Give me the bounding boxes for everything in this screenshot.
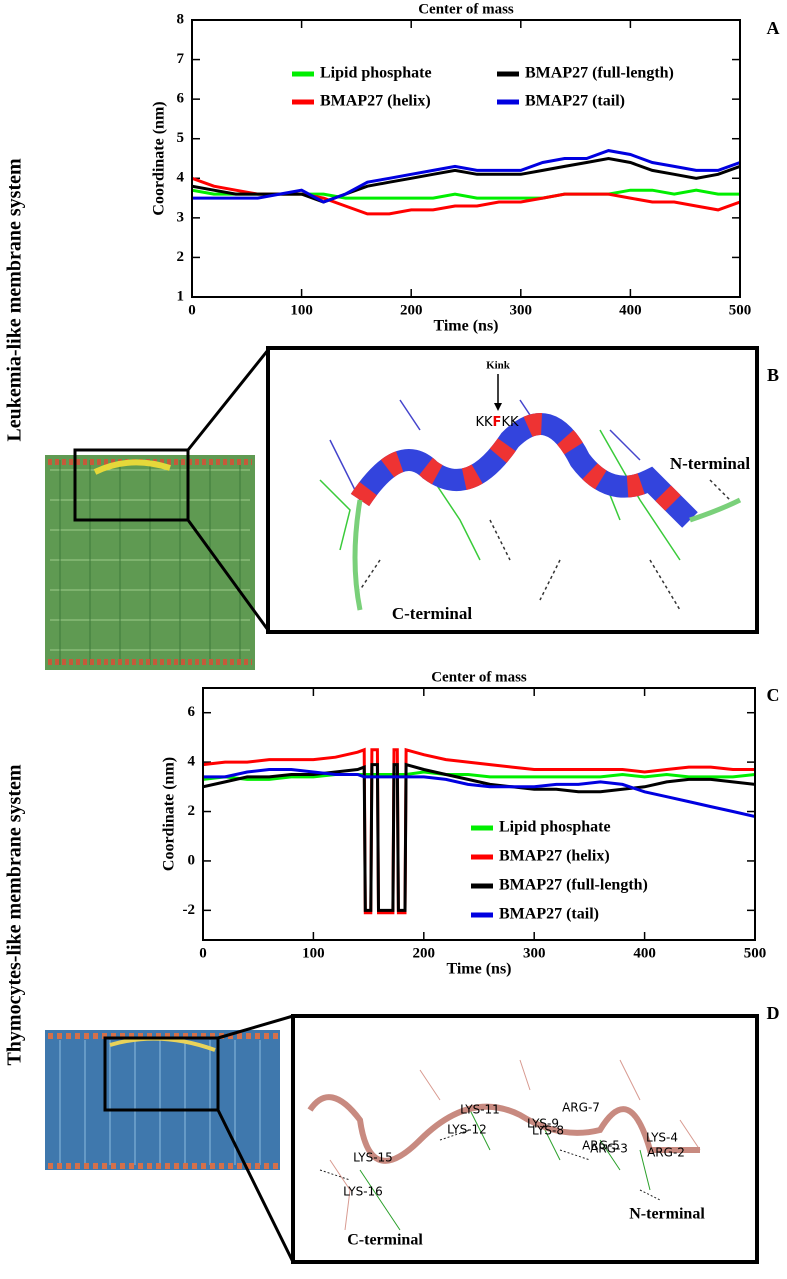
- residue-label: LYS-16: [343, 1185, 383, 1199]
- kink-arrowhead: [494, 403, 502, 411]
- legend-label: BMAP27 (tail): [499, 906, 599, 923]
- legend-label: BMAP27 (full-length): [499, 877, 648, 894]
- y-tick-label: 4: [177, 170, 185, 186]
- x-tick-label: 0: [199, 945, 207, 961]
- residue-label: LYS-15: [353, 1151, 393, 1165]
- y-tick-label: 4: [188, 754, 196, 770]
- coil: [352, 497, 742, 611]
- x-tick-label: 500: [729, 302, 752, 318]
- side-label: Thymocytes-like membrane system: [4, 764, 26, 1065]
- x-tick-label: 200: [400, 302, 423, 318]
- zoom-panel: [266, 346, 759, 634]
- chart-title: Center of mass: [431, 669, 527, 685]
- chart-title: Center of mass: [418, 1, 514, 17]
- x-tick-label: 400: [633, 945, 656, 961]
- legend: Lipid phosphate BMAP27 (helix) BMAP27 (ful…: [292, 65, 674, 110]
- panel-d: LYS-11 LYS-12 LYS-9 LYS-8 ARG-7 ARG-5 AR…: [45, 1003, 780, 1264]
- residue-label: ARG-2: [647, 1146, 685, 1160]
- panel-b: Kink KKFKK N-terminal C-terminal B: [45, 346, 779, 670]
- y-tick-label: 2: [188, 803, 196, 819]
- y-tick-label: 8: [177, 11, 185, 27]
- residue-label: LYS-12: [447, 1123, 487, 1137]
- c-terminal-label: C-terminal: [347, 1232, 423, 1249]
- residue-label: ARG-5: [582, 1139, 620, 1153]
- series-line: [192, 149, 740, 204]
- series-line: [203, 762, 755, 912]
- legend-label: Lipid phosphate: [499, 819, 611, 836]
- legend-label: BMAP27 (full-length): [525, 65, 674, 82]
- x-tick-label: 100: [302, 945, 325, 961]
- residue-label: LYS-9: [527, 1117, 559, 1131]
- plot-frame: [191, 19, 741, 298]
- legend-label: BMAP27 (tail): [525, 93, 625, 110]
- zoom-box: [103, 1036, 220, 1112]
- legend-label: BMAP27 (helix): [320, 93, 431, 110]
- y-axis-label: Coordinate (nm): [151, 101, 168, 215]
- legend-label: BMAP27 (helix): [499, 848, 610, 865]
- y-tick-label: 0: [188, 852, 196, 868]
- y-tick-label: -2: [183, 902, 196, 918]
- backbone: [307, 1094, 700, 1164]
- residue-label: LYS-4: [646, 1131, 678, 1145]
- y-tick-label: 7: [177, 51, 185, 67]
- sequence-part: KK: [475, 415, 493, 430]
- plot-area: [203, 747, 755, 915]
- x-tick-label: 300: [510, 302, 533, 318]
- c-terminal-label: C-terminal: [392, 604, 473, 623]
- n-terminal-label: N-terminal: [670, 454, 751, 473]
- legend-label: Lipid phosphate: [320, 65, 432, 82]
- x-tick-label: 100: [290, 302, 313, 318]
- x-axis-label: Time (ns): [433, 318, 498, 335]
- chart: Center of mass A Time (ns) Coordinate (nm) 0…: [151, 1, 780, 334]
- residue-label: LYS-8: [532, 1124, 564, 1138]
- legend: Lipid phosphate BMAP27 (helix) BMAP27 (ful…: [471, 819, 648, 923]
- membrane-image: [45, 1030, 280, 1170]
- panel-label: B: [767, 365, 779, 385]
- panel-label: D: [767, 1003, 780, 1023]
- y-tick-label: 6: [188, 704, 196, 720]
- sequence-part: KK: [501, 415, 519, 430]
- residue-label: ARG-3: [590, 1142, 628, 1156]
- sequence: KKFKK: [475, 415, 518, 430]
- zoom-line: [216, 1014, 295, 1263]
- y-tick-label: 6: [177, 91, 185, 107]
- y-axis-label: Coordinate (nm): [161, 757, 178, 871]
- series-line: [203, 747, 755, 915]
- y-tick-label: 1: [177, 288, 185, 304]
- n-terminal-label: N-terminal: [629, 1206, 705, 1223]
- side-chains: [319, 1059, 701, 1231]
- plot-frame: [202, 687, 756, 941]
- residue-label: ARG-7: [562, 1101, 600, 1115]
- zoom-box: [73, 448, 190, 522]
- x-tick-label: 400: [619, 302, 642, 318]
- residue-label: LYS-11: [460, 1103, 500, 1117]
- x-tick-label: 300: [523, 945, 546, 961]
- helix-stripe: [350, 413, 698, 528]
- kink-label: Kink: [486, 360, 511, 372]
- zoom-line: [186, 349, 270, 631]
- zoom-panel: [291, 1014, 759, 1264]
- x-tick-label: 500: [744, 945, 767, 961]
- x-axis-label: Time (ns): [446, 961, 511, 978]
- y-tick-label: 3: [177, 209, 185, 225]
- plot-area: [192, 149, 740, 216]
- panel-label: C: [767, 685, 780, 705]
- x-tick-label: 0: [188, 302, 196, 318]
- side-label: Leukemia-like membrane system: [4, 158, 26, 442]
- panel-label: A: [767, 18, 780, 38]
- x-tick-label: 200: [413, 945, 436, 961]
- chart: Center of mass C Time (ns) Coordinate (nm) 0…: [161, 669, 780, 977]
- y-tick-label: 2: [177, 249, 185, 265]
- y-tick-label: 5: [177, 130, 185, 146]
- series-line: [203, 768, 755, 818]
- membrane-texture: [48, 459, 252, 665]
- sequence-kink: F: [493, 415, 502, 430]
